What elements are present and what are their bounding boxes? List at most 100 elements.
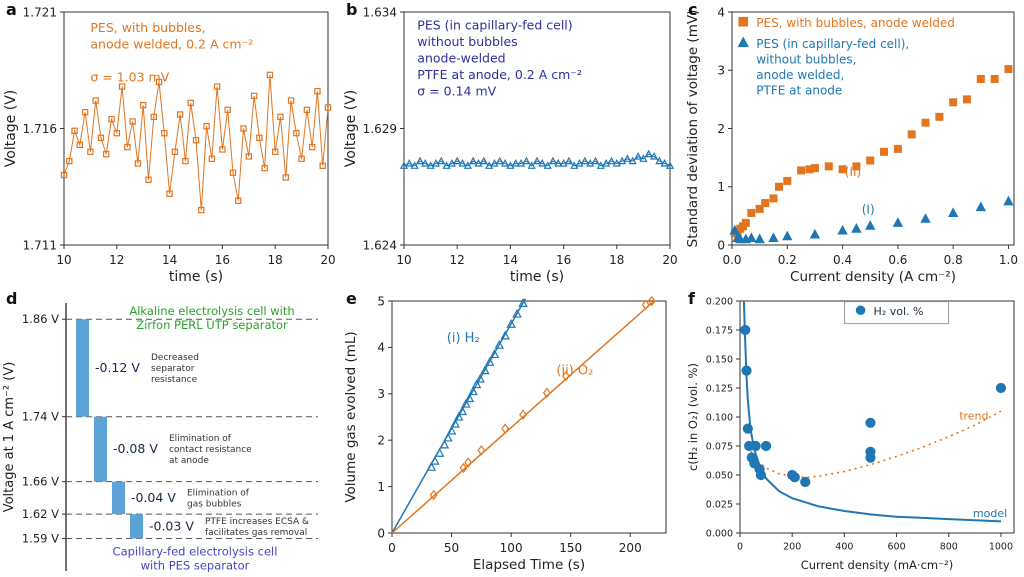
svg-text:gas bubbles: gas bubbles [187,499,242,509]
svg-text:0: 0 [717,238,725,252]
panel-c: c 0.0 0.2 0.4 0.6 0.8 1.0 0 1 2 3 4 Current density… [682,0,1024,289]
svg-text:Voltage (V): Voltage (V) [343,90,359,167]
svg-text:-0.03 V: -0.03 V [149,518,194,533]
svg-text:0: 0 [388,541,396,555]
svg-text:50: 50 [444,541,459,555]
svg-text:0.025: 0.025 [706,499,733,510]
svg-text:(i) H₂: (i) H₂ [447,331,480,346]
svg-text:Alkaline electrolysis cell wit: Alkaline electrolysis cell with [129,304,294,318]
svg-text:0.000: 0.000 [706,528,733,539]
panel-f: f 0 200 400 600 800 1000 0.000 0.025 0.050 0.075 0… [682,289,1024,577]
svg-text:0.2: 0.2 [778,253,797,267]
svg-text:1.66 V: 1.66 V [22,475,59,489]
svg-text:0.150: 0.150 [706,354,733,365]
svg-text:0.200: 0.200 [706,296,733,307]
svg-text:resistance: resistance [151,375,198,385]
svg-text:anode-welded: anode-welded [417,51,505,66]
svg-text:10: 10 [56,253,71,267]
svg-text:Capillary-fed electrolysis cel: Capillary-fed electrolysis cell [113,545,278,559]
svg-text:20: 20 [320,253,335,267]
svg-text:1.721: 1.721 [23,5,57,19]
panel-a-chart: 10 12 14 16 18 20 1.711 1.716 1.721 time (s) Volta… [3,5,336,285]
svg-text:0.050: 0.050 [706,470,733,481]
svg-text:0.8: 0.8 [944,253,963,267]
svg-text:3: 3 [377,387,385,401]
svg-text:800: 800 [940,542,958,553]
svg-text:-0.08 V: -0.08 V [113,441,158,456]
panel-d-label: d [6,289,18,308]
svg-text:σ = 1.03 mV: σ = 1.03 mV [90,69,169,84]
svg-text:18: 18 [609,253,624,267]
svg-text:(ii) O₂: (ii) O₂ [556,364,593,379]
svg-text:at anode: at anode [169,456,209,466]
svg-text:1.74 V: 1.74 V [22,410,59,424]
svg-text:(II): (II) [845,165,861,179]
svg-text:Zirfon PERL UTP separator: Zirfon PERL UTP separator [136,318,288,332]
svg-text:time (s): time (s) [510,269,564,285]
svg-text:0.125: 0.125 [706,383,733,394]
svg-text:1: 1 [717,180,725,194]
svg-text:time (s): time (s) [169,269,223,285]
svg-text:4: 4 [377,341,385,355]
svg-text:2: 2 [717,122,725,136]
svg-text:4: 4 [717,5,725,19]
svg-text:200: 200 [783,542,801,553]
svg-text:1.634: 1.634 [363,5,397,19]
svg-text:14: 14 [503,253,518,267]
waterfall-plot: Voltage at 1 A cm⁻² (V) 1.86 V 1.74 V 1.66 … [2,303,318,573]
svg-text:PES (in capillary-fed cell): PES (in capillary-fed cell) [417,18,572,33]
svg-text:150: 150 [559,541,582,555]
panel-b: b 10 12 14 16 18 20 1.624 1.629 1.634 time (s) Vol… [340,0,682,289]
svg-text:2: 2 [377,434,385,448]
panel-e-chart: 0 50 100 150 200 0 1 2 3 4 5 Elapsed Time (s) Volume… [343,294,667,573]
panel-b-label: b [346,0,358,19]
svg-text:14: 14 [162,253,177,267]
svg-text:PTFE increases ECSA &: PTFE increases ECSA & [205,517,309,527]
svg-text:Standard deviation of voltage: Standard deviation of voltage (mV) [685,10,701,248]
panel-b-chart: 10 12 14 16 18 20 1.624 1.629 1.634 time (s) Volta… [343,5,678,285]
svg-text:20: 20 [662,253,677,267]
svg-text:1000: 1000 [989,542,1013,553]
svg-text:Current density (mA·cm⁻²): Current density (mA·cm⁻²) [801,558,954,572]
svg-text:anode welded,: anode welded, [756,68,844,82]
svg-text:1.0: 1.0 [999,253,1018,267]
svg-text:model: model [973,507,1007,520]
svg-text:0.175: 0.175 [706,325,733,336]
svg-text:1.629: 1.629 [363,122,397,136]
svg-text:-0.12 V: -0.12 V [95,360,140,375]
panel-a: a 10 12 14 16 18 20 1.711 1.716 1.721 time (s) Vol… [0,0,340,289]
panel-a-label: a [6,0,17,19]
svg-text:100: 100 [500,541,523,555]
svg-text:without bubbles,: without bubbles, [756,52,856,66]
svg-text:1.62 V: 1.62 V [22,507,59,521]
svg-text:12: 12 [450,253,465,267]
svg-text:0.075: 0.075 [706,441,733,452]
panel-d: d Voltage at 1 A cm⁻² (V) 1.86 V 1.74 V 1.6… [0,289,340,577]
svg-text:Volume gas evolved (mL): Volume gas evolved (mL) [343,331,359,502]
plot-area: 0.0 0.2 0.4 0.6 0.8 1.0 0 1 2 3 4 Current density (… [685,5,1018,285]
svg-text:(I): (I) [862,202,875,216]
svg-text:separator: separator [151,364,195,374]
svg-text:Decreased: Decreased [151,353,199,363]
svg-text:12: 12 [109,253,124,267]
svg-text:1: 1 [377,480,385,494]
svg-text:Elimination of: Elimination of [169,434,232,444]
svg-text:0: 0 [377,526,385,540]
svg-text:PTFE at anode: PTFE at anode [756,83,842,97]
svg-text:3: 3 [717,64,725,78]
svg-text:600: 600 [888,542,906,553]
panel-e: e 0 50 100 150 200 0 1 2 3 4 5 Elapsed Time (s) Volu… [340,289,682,577]
svg-text:σ = 0.14 mV: σ = 0.14 mV [417,84,496,99]
svg-text:PES, with bubbles,: PES, with bubbles, [90,20,205,35]
svg-text:0.0: 0.0 [722,253,741,267]
svg-text:H₂ vol. %: H₂ vol. % [874,305,924,318]
svg-text:400: 400 [835,542,853,553]
svg-text:c(H₂ in O₂) (vol. %): c(H₂ in O₂) (vol. %) [686,363,700,471]
svg-text:Current density (A cm⁻²): Current density (A cm⁻²) [790,269,956,285]
svg-text:5: 5 [377,294,385,308]
svg-text:16: 16 [215,253,230,267]
svg-text:PES, with bubbles, anode welde: PES, with bubbles, anode welded [756,16,955,30]
svg-text:contact resistance: contact resistance [169,445,252,455]
svg-text:facilitates gas removal: facilitates gas removal [205,528,307,538]
